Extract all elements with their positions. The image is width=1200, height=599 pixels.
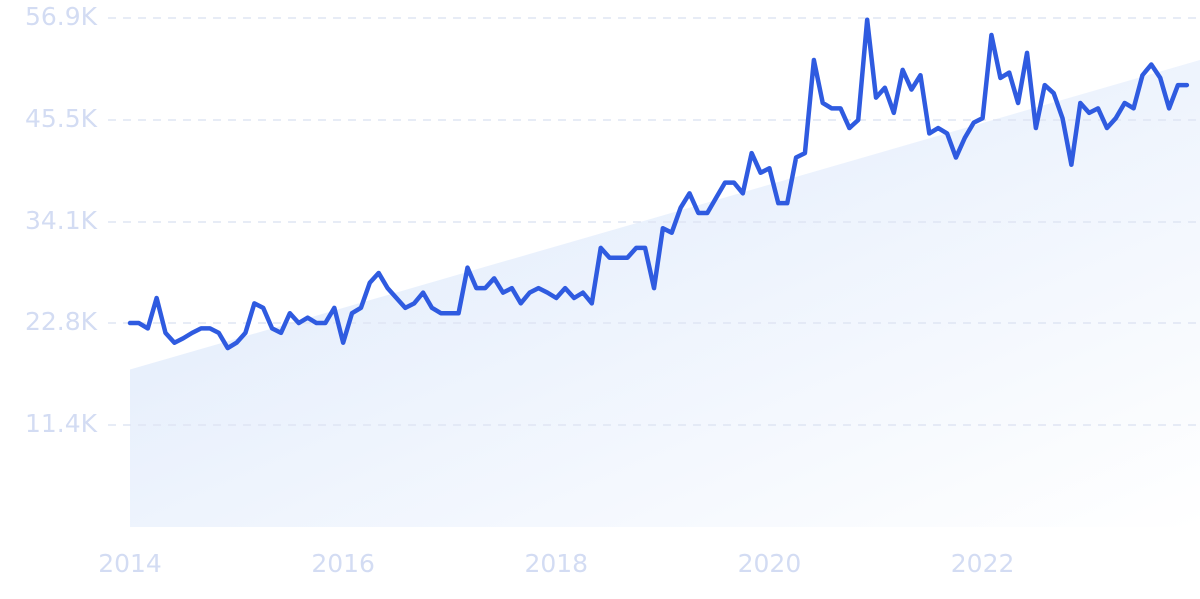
y-tick-label: 45.5K [25,104,98,133]
y-tick-label: 56.9K [25,2,98,31]
x-tick-label: 2022 [951,549,1015,578]
x-tick-label: 2018 [524,549,588,578]
x-tick-label: 2016 [311,549,375,578]
y-tick-label: 11.4K [25,409,98,438]
y-tick-label: 34.1K [25,206,98,235]
x-tick-label: 2020 [738,549,802,578]
trend-area [130,60,1200,527]
x-tick-label: 2014 [98,549,162,578]
y-tick-label: 22.8K [25,307,98,336]
line [127,17,1190,351]
